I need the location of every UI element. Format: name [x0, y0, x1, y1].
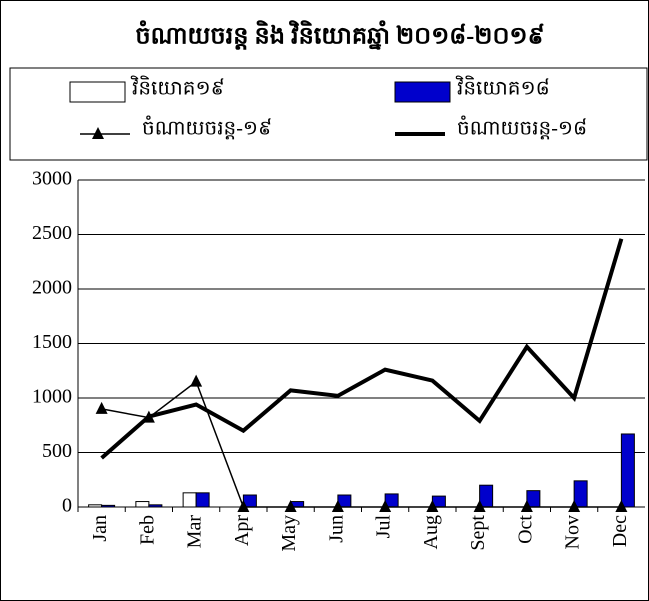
legend-label: វិនិយោគ១៨ — [455, 75, 549, 100]
bar — [620, 433, 635, 508]
bar — [148, 504, 163, 508]
bar — [195, 492, 210, 508]
bar — [479, 484, 494, 508]
x-tick-label: Sept — [467, 515, 489, 551]
line — [100, 238, 624, 460]
chart-title: ចំណាយចរន្ត និង វិនិយោគឆ្នាំ ២០១៨-២០១៩ — [135, 20, 544, 51]
x-tick-label: Aug — [420, 515, 442, 549]
marker — [190, 374, 203, 387]
y-tick-label: 2000 — [32, 277, 72, 299]
legend-label: ចំណាយចរន្ត-១៨ — [457, 115, 587, 140]
marker — [520, 500, 533, 512]
line — [101, 380, 622, 508]
legend-box — [9, 67, 648, 161]
legend-marker — [92, 127, 104, 139]
x-tick-label: Mar — [184, 515, 206, 549]
marker — [615, 500, 628, 512]
x-tick-label: Nov — [562, 515, 584, 549]
bar — [182, 492, 197, 508]
bar — [88, 504, 103, 508]
marker — [284, 500, 297, 512]
x-tick-label: Jan — [89, 515, 111, 542]
marker — [237, 500, 250, 512]
legend-label: ចំណាយចរន្ត-១៩ — [142, 115, 272, 140]
y-tick-label: 500 — [42, 440, 72, 462]
marker — [379, 500, 392, 512]
x-tick-label: Jul — [373, 515, 395, 539]
x-tick-label: May — [278, 515, 300, 552]
x-tick-label: Oct — [514, 515, 536, 544]
bar — [101, 504, 116, 508]
marker — [473, 500, 486, 512]
x-tick-label: Feb — [136, 515, 158, 545]
y-tick-label: 1500 — [32, 331, 72, 353]
x-tick-label: Dec — [609, 515, 631, 547]
legend-swatch — [69, 81, 126, 103]
legend-swatch — [394, 81, 451, 103]
marker — [426, 500, 439, 512]
y-tick-label: 3000 — [32, 168, 72, 190]
marker — [568, 500, 581, 512]
y-tick-label: 2500 — [32, 222, 72, 244]
y-tick-label: 1000 — [32, 386, 72, 408]
x-tick-label: Apr — [231, 515, 253, 546]
bar — [573, 480, 588, 508]
marker — [331, 500, 344, 512]
bar — [135, 501, 150, 508]
marker — [95, 401, 108, 414]
legend-label: វិនិយោគ១៩ — [130, 75, 224, 100]
y-tick-label: 0 — [62, 495, 72, 517]
x-tick-label: Jun — [325, 515, 347, 543]
